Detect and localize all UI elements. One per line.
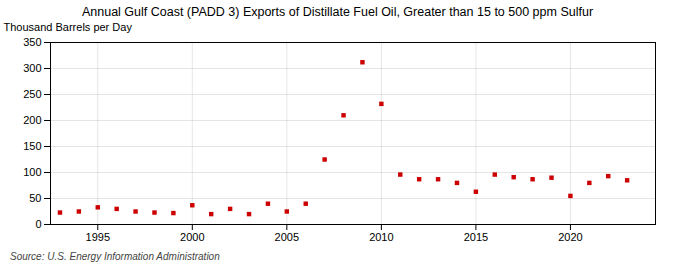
svg-text:Thousand Barrels per Day: Thousand Barrels per Day	[4, 21, 133, 33]
svg-text:1995: 1995	[86, 231, 110, 243]
svg-text:250: 250	[23, 88, 41, 100]
svg-text:2000: 2000	[180, 231, 204, 243]
svg-text:0: 0	[35, 218, 41, 230]
svg-text:200: 200	[23, 114, 41, 126]
svg-text:300: 300	[23, 62, 41, 74]
svg-text:2005: 2005	[275, 231, 299, 243]
svg-text:150: 150	[23, 140, 41, 152]
svg-text:350: 350	[23, 36, 41, 48]
svg-text:2010: 2010	[369, 231, 393, 243]
svg-text:50: 50	[29, 192, 41, 204]
html-text:Annual Gulf Coast (PADD 3) Exp: Annual Gulf Coast (PADD 3) Exports of Di…	[81, 5, 593, 19]
html-text:Source: U.S. Energy Informatio: Source: U.S. Energy Information Administ…	[10, 251, 220, 262]
svg-text:100: 100	[23, 166, 41, 178]
svg-text:2020: 2020	[558, 231, 582, 243]
svg-text:2015: 2015	[464, 231, 488, 243]
